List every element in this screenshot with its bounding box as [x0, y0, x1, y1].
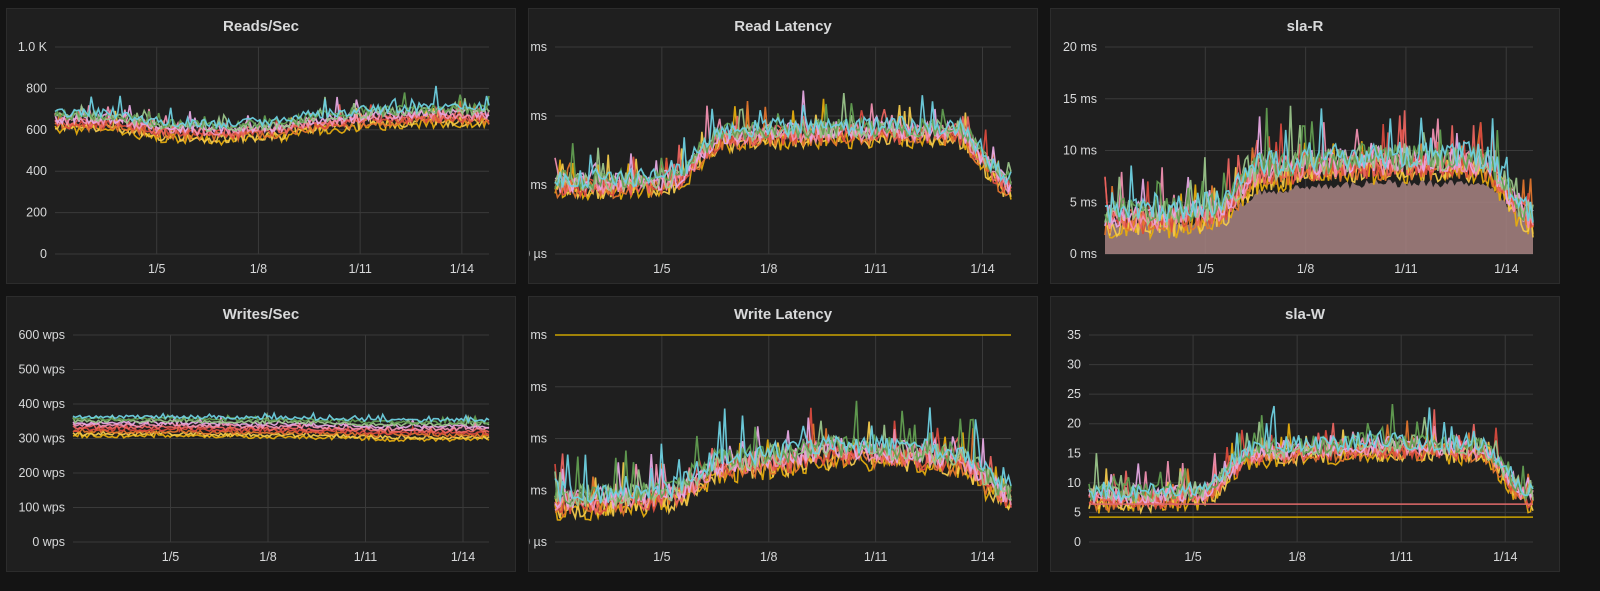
- panel-title-writes-sec[interactable]: Writes/Sec: [222, 306, 300, 323]
- y-tick-label: 5 ms: [529, 483, 547, 497]
- chart-read-latency: 0 µs 5 ms 10 ms 15 ms 1/5 1/8 1/11 1/14: [529, 40, 1012, 276]
- y-tick-label: 10 ms: [1063, 144, 1097, 158]
- panel-title-sla-r[interactable]: sla-R: [1286, 18, 1324, 35]
- series-line: [54, 85, 490, 130]
- y-tick-label: 600: [26, 123, 47, 137]
- y-tick-label: 0: [40, 247, 47, 261]
- panel-writes-sec[interactable]: Writes/Sec 0 wps 100 wps 200 wps 300 wps 400…: [6, 296, 516, 572]
- y-tick-label: 200 wps: [18, 466, 65, 480]
- series-line: [1088, 405, 1534, 503]
- x-tick-label: 1/14: [970, 262, 994, 276]
- chart-sla-r: 0 ms 5 ms 10 ms 15 ms 20 ms 1/5 1/8 1/11 1/14: [1063, 40, 1534, 276]
- y-tick-label: 5 ms: [529, 178, 547, 192]
- panel-sla-r[interactable]: sla-R 0 ms 5 ms 10 ms 15 ms 20 ms 1/5 1/8 1/11 1…: [1050, 8, 1560, 284]
- panel-title-write-latency[interactable]: Write Latency: [733, 306, 833, 323]
- y-tick-label: 20 ms: [529, 328, 547, 342]
- series-line: [1088, 409, 1534, 510]
- y-tick-label: 400 wps: [18, 397, 65, 411]
- series-line: [554, 407, 1012, 504]
- x-tick-label: 1/11: [354, 550, 377, 564]
- x-tick-label: 1/11: [864, 550, 887, 564]
- y-tick-label: 20: [1067, 417, 1081, 431]
- y-tick-label: 5: [1074, 505, 1081, 519]
- panel-title-read-latency[interactable]: Read Latency: [734, 18, 832, 35]
- y-tick-label: 30: [1067, 358, 1081, 372]
- x-tick-label: 1/11: [348, 262, 371, 276]
- y-tick-label: 800: [26, 81, 47, 95]
- x-tick-label: 1/8: [760, 550, 777, 564]
- x-tick-label: 1/11: [864, 262, 887, 276]
- y-tick-label: 200: [26, 206, 47, 220]
- y-tick-label: 15: [1067, 446, 1081, 460]
- panel-title-sla-w[interactable]: sla-W: [1284, 306, 1325, 323]
- y-tick-label: 35: [1067, 328, 1081, 342]
- x-tick-label: 1/14: [451, 550, 475, 564]
- x-tick-label: 1/5: [653, 262, 670, 276]
- y-tick-label: 0 µs: [529, 535, 547, 549]
- chart-sla-w: 0 5 10 15 20 25 30 35 1/5 1/8 1/11 1/14: [1067, 328, 1534, 564]
- series-line: [54, 105, 490, 137]
- x-tick-label: 1/14: [1493, 550, 1517, 564]
- chart-writes-sec: 0 wps 100 wps 200 wps 300 wps 400 wps 500 wps…: [18, 328, 490, 564]
- x-tick-label: 1/14: [450, 262, 474, 276]
- x-tick-label: 1/14: [970, 550, 994, 564]
- series-line: [72, 429, 490, 441]
- y-tick-label: 25: [1067, 387, 1081, 401]
- series-line: [1088, 403, 1534, 502]
- series-line: [72, 419, 490, 432]
- chart-write-latency: 0 µs 5 ms 10 ms 15 ms 20 ms 1/5 1/8 1/11 1/14: [529, 328, 1012, 564]
- y-tick-label: 600 wps: [18, 328, 65, 342]
- panel-write-latency[interactable]: Write Latency 0 µs 5 ms 10 ms 15 ms 20 ms 1/5…: [528, 296, 1038, 572]
- y-tick-label: 10 ms: [529, 432, 547, 446]
- series-line: [72, 422, 490, 434]
- x-tick-label: 1/11: [1394, 262, 1417, 276]
- x-tick-label: 1/8: [1288, 550, 1305, 564]
- panel-read-latency[interactable]: Read Latency 0 µs 5 ms 10 ms 15 ms 1/5 1/8 1/1…: [528, 8, 1038, 284]
- series-line: [1104, 118, 1534, 233]
- y-tick-label: 500 wps: [18, 363, 65, 377]
- y-tick-label: 0 ms: [1070, 247, 1097, 261]
- series-line: [72, 411, 490, 424]
- y-tick-label: 10: [1067, 476, 1081, 490]
- panel-sla-w[interactable]: sla-W 0 5 10 15 20 25 30 35 1/5 1/8 1/11 1/14: [1050, 296, 1560, 572]
- y-tick-label: 10 ms: [529, 109, 547, 123]
- y-tick-label: 300 wps: [18, 432, 65, 446]
- panel-reads-sec[interactable]: Reads/Sec 0 200 400 600 800 1.0 K 1/5 1/8 1/11 1/…: [6, 8, 516, 284]
- y-tick-label: 0: [1074, 535, 1081, 549]
- y-tick-label: 15 ms: [1063, 92, 1097, 106]
- series-line: [1104, 108, 1534, 223]
- y-tick-label: 15 ms: [529, 380, 547, 394]
- chart-reads-sec: 0 200 400 600 800 1.0 K 1/5 1/8 1/11 1/14: [18, 40, 490, 276]
- area-fill: [1105, 179, 1533, 254]
- series-line: [554, 95, 1012, 190]
- y-tick-label: 1.0 K: [18, 40, 48, 54]
- x-tick-label: 1/8: [1297, 262, 1314, 276]
- x-tick-label: 1/5: [162, 550, 179, 564]
- x-tick-label: 1/5: [1197, 262, 1214, 276]
- series-line: [73, 413, 490, 425]
- y-tick-label: 400: [26, 164, 47, 178]
- panel-title-reads-sec[interactable]: Reads/Sec: [223, 18, 299, 35]
- y-tick-label: 100 wps: [18, 501, 65, 515]
- x-tick-label: 1/5: [653, 550, 670, 564]
- series-line: [554, 429, 1012, 512]
- x-tick-label: 1/8: [259, 550, 276, 564]
- y-tick-label: 15 ms: [529, 40, 547, 54]
- x-tick-label: 1/8: [760, 262, 777, 276]
- x-tick-label: 1/14: [1494, 262, 1518, 276]
- y-tick-label: 0 wps: [32, 535, 65, 549]
- x-tick-label: 1/5: [1184, 550, 1201, 564]
- x-tick-label: 1/8: [250, 262, 267, 276]
- x-tick-label: 1/11: [1389, 550, 1412, 564]
- y-tick-label: 20 ms: [1063, 40, 1097, 54]
- x-tick-label: 1/5: [148, 262, 165, 276]
- y-tick-label: 5 ms: [1070, 195, 1097, 209]
- y-tick-label: 0 µs: [529, 247, 547, 261]
- series-line: [72, 423, 490, 438]
